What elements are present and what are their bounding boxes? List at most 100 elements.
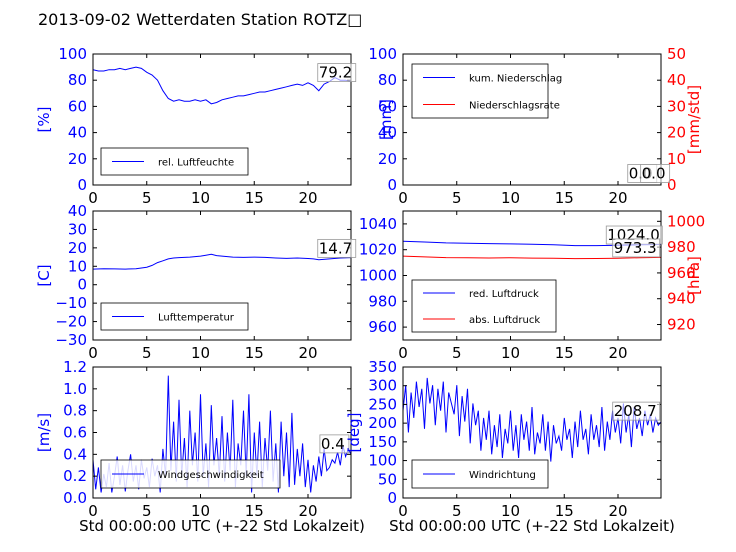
x-tick-label-windspeed-1: 5 <box>142 502 152 520</box>
value-box-precipitation-1 <box>640 164 671 183</box>
x-tick-label-winddirection-4: 20 <box>608 502 627 520</box>
y-tick-label-pressure-4: 1040 <box>359 215 397 233</box>
value-box-pressure-1 <box>612 238 661 258</box>
y-tick-label-humidity-1: 20 <box>68 150 87 168</box>
y2-tick-label-precipitation-2: 20 <box>667 124 686 142</box>
y-tick-label-winddirection-7: 350 <box>368 358 397 376</box>
legend-label-precipitation-1: Niederschlagsrate <box>469 101 560 112</box>
y-axis-label-winddirection: [deg] <box>345 413 363 453</box>
y-tick-label-windspeed-3: 0.6 <box>63 424 87 442</box>
y2-tick-label-precipitation-4: 40 <box>667 71 686 89</box>
axes-frame-temperature <box>92 210 352 341</box>
y-tick-label-windspeed-2: 0.4 <box>63 445 87 463</box>
value-box-humidity-0 <box>317 63 357 82</box>
x-tick-label-temperature-1: 5 <box>142 344 152 362</box>
y-tick-label-windspeed-0: 0.0 <box>63 489 87 507</box>
y-tick-label-winddirection-4: 200 <box>368 414 397 432</box>
y-tick-label-winddirection-0: 0 <box>387 489 397 507</box>
y-tick-label-temperature-6: 30 <box>68 220 87 238</box>
x-tick-label-winddirection-2: 10 <box>501 502 520 520</box>
value-label-windspeed-0: 0.4 <box>321 435 345 453</box>
y-tick-label-winddirection-2: 100 <box>368 452 397 470</box>
y-tick-label-windspeed-6: 1.2 <box>63 358 87 376</box>
y2-tick-label-precipitation-3: 30 <box>667 97 686 115</box>
x-axis-label-windspeed: Std 00:00:00 UTC (+-22 Std Lokalzeit) <box>79 517 365 535</box>
y-tick-label-precipitation-1: 20 <box>378 150 397 168</box>
x-tick-label-winddirection-3: 15 <box>555 502 574 520</box>
legend-precipitation <box>411 63 549 119</box>
y-tick-label-winddirection-1: 50 <box>378 470 397 488</box>
chart-precipitation: 0 5 10 15 20 0 20 40 60 80 100 0 10 20 30 40 50 [mm] [mm/s… <box>368 45 703 207</box>
legend-label-pressure-1: abs. Luftdruck <box>469 315 540 326</box>
y-tick-label-pressure-0: 960 <box>368 318 397 336</box>
x-tick-label-windspeed-0: 0 <box>88 502 98 520</box>
x-tick-label-humidity-0: 0 <box>88 189 98 207</box>
y-tick-label-temperature-7: 40 <box>68 202 87 220</box>
page-title: 2013-09-02 Wetterdaten Station ROTZ□ <box>38 10 363 29</box>
y-tick-label-temperature-5: 20 <box>68 239 87 257</box>
value-label-pressure-1: 973.3 <box>614 239 657 257</box>
y-tick-label-temperature-3: 0 <box>77 276 87 294</box>
series-line-pressure-1 <box>403 255 661 260</box>
y-tick-label-pressure-1: 980 <box>368 292 397 310</box>
y-tick-label-winddirection-5: 250 <box>368 395 397 413</box>
series-line-humidity-0 <box>93 66 351 105</box>
y2-tick-label-pressure-1: 940 <box>667 290 696 308</box>
y2-tick-label-precipitation-5: 50 <box>667 45 686 63</box>
y-tick-label-humidity-3: 60 <box>68 97 87 115</box>
y2-tick-label-pressure-3: 980 <box>667 238 696 256</box>
y-tick-label-humidity-5: 100 <box>58 45 87 63</box>
y-tick-label-humidity-2: 40 <box>68 124 87 142</box>
y-tick-label-precipitation-5: 100 <box>368 45 397 63</box>
y-tick-label-temperature-0: −30 <box>55 331 87 349</box>
y-tick-label-windspeed-1: 0.2 <box>63 467 87 485</box>
x-tick-label-pressure-2: 10 <box>501 344 520 362</box>
axes-frame-humidity <box>92 53 352 186</box>
y2-tick-label-pressure-4: 1000 <box>667 212 705 230</box>
x-tick-label-humidity-4: 20 <box>298 189 317 207</box>
y-axis-label-precipitation: [mm] <box>377 99 395 140</box>
x-tick-label-winddirection-0: 0 <box>398 502 408 520</box>
y-tick-label-humidity-0: 0 <box>77 176 87 194</box>
value-label-winddirection-0: 208.7 <box>614 402 657 420</box>
legend-label-humidity-0: rel. Luftfeuchte <box>158 158 234 169</box>
y2-tick-label-precipitation-0: 0 <box>667 176 677 194</box>
y-tick-label-windspeed-5: 1.0 <box>63 380 87 398</box>
y-axis-label-temperature: [C] <box>35 264 53 286</box>
x-tick-label-pressure-1: 5 <box>452 344 462 362</box>
value-box-winddirection-0 <box>612 401 661 421</box>
x-tick-label-precipitation-0: 0 <box>398 189 408 207</box>
x-tick-label-windspeed-4: 20 <box>298 502 317 520</box>
y-tick-label-humidity-4: 80 <box>68 71 87 89</box>
legend-label-windspeed-0: Windgeschwindigkeit <box>158 470 264 481</box>
y-axis-label-humidity: [%] <box>35 107 53 133</box>
x-tick-label-precipitation-2: 10 <box>501 189 520 207</box>
x-tick-label-temperature-3: 15 <box>245 344 264 362</box>
x-tick-label-pressure-3: 15 <box>555 344 574 362</box>
x-tick-label-winddirection-1: 5 <box>452 502 462 520</box>
x-tick-label-humidity-1: 5 <box>142 189 152 207</box>
y-tick-label-pressure-2: 1000 <box>359 267 397 285</box>
x-tick-label-humidity-2: 10 <box>191 189 210 207</box>
x-tick-label-precipitation-3: 15 <box>555 189 574 207</box>
x-axis-label-winddirection: Std 00:00:00 UTC (+-22 Std Lokalzeit) <box>389 517 675 535</box>
x-tick-label-pressure-0: 0 <box>398 344 408 362</box>
x-tick-label-precipitation-1: 5 <box>452 189 462 207</box>
y-tick-label-precipitation-0: 0 <box>387 176 397 194</box>
chart-windspeed: 0 5 10 15 20 0.0 0.2 0.4 0.6 0.8 1.0 1.2 [m/s] Std 00… <box>35 358 365 535</box>
series-line-temperature-0 <box>93 253 351 270</box>
y-tick-label-pressure-3: 1020 <box>359 241 397 259</box>
legend-pressure <box>411 279 557 333</box>
y2-tick-label-pressure-0: 920 <box>667 316 696 334</box>
value-label-humidity-0: 79.2 <box>319 64 352 82</box>
legend-label-pressure-0: red. Luftdruck <box>469 289 539 300</box>
axes-frame-precipitation <box>402 53 662 186</box>
y2-axis-label-precipitation: [mm/std] <box>685 85 703 154</box>
x-tick-label-humidity-3: 15 <box>245 189 264 207</box>
y2-tick-label-precipitation-1: 10 <box>667 150 686 168</box>
x-tick-label-temperature-2: 10 <box>191 344 210 362</box>
y-axis-label-windspeed: [m/s] <box>35 413 53 452</box>
value-label-precipitation-1: 0.0 <box>642 164 666 182</box>
